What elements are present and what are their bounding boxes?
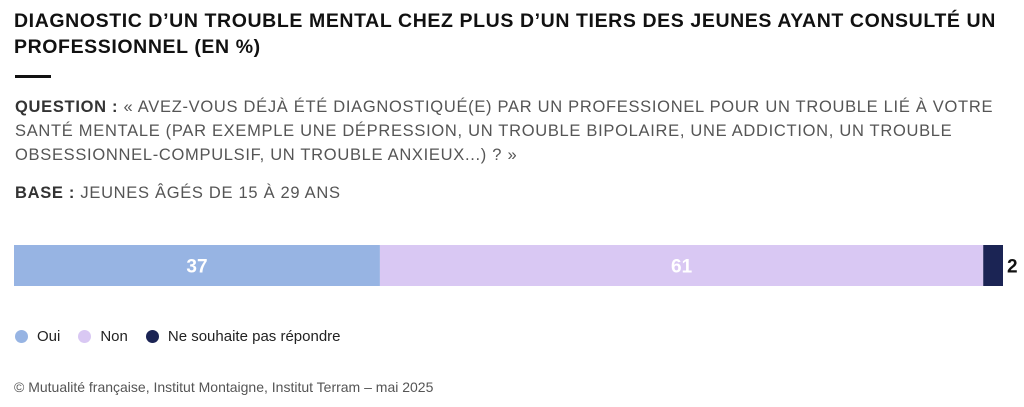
- chart-title: DIAGNOSTIC D’UN TROUBLE MENTAL CHEZ PLUS…: [14, 10, 996, 58]
- base-label: BASE :: [15, 184, 76, 202]
- bar-value-label-1: 37: [186, 257, 207, 278]
- question-body: « AVEZ-VOUS DÉJÀ ÉTÉ DIAGNOSTIQUÉ(E) PAR…: [15, 98, 994, 164]
- legend-label-1: Oui: [37, 328, 61, 345]
- bar-value-label-2: 61: [671, 257, 693, 278]
- bar-value-label-3: 2: [1007, 257, 1018, 278]
- legend: Oui Non Ne souhaite pas répondre: [15, 328, 341, 345]
- question-label: QUESTION :: [15, 98, 119, 116]
- base-body: JEUNES ÂGÉS DE 15 À 29 ANS: [75, 184, 341, 202]
- bar-segment-3: [983, 245, 1003, 286]
- base-text: BASE : JEUNES ÂGÉS DE 15 À 29 ANS: [15, 181, 915, 205]
- legend-swatch-1: [15, 330, 28, 343]
- source-credit: © Mutualité française, Institut Montaign…: [14, 379, 434, 395]
- bar-segment-1: [14, 245, 380, 286]
- stacked-bar-chart: 37 61 2: [14, 245, 1018, 286]
- legend-swatch-2: [78, 330, 92, 343]
- title-underline: [15, 75, 51, 78]
- legend-item-3: Ne souhaite pas répondre: [145, 328, 341, 345]
- bar-segment-2: [379, 245, 984, 286]
- legend-item-1: Oui: [15, 328, 60, 345]
- question-text: QUESTION : « AVEZ-VOUS DÉJÀ ÉTÉ DIAGNOST…: [15, 95, 1015, 167]
- legend-label-2: Non: [100, 328, 128, 345]
- legend-label-3: Ne souhaite pas répondre: [167, 328, 341, 345]
- legend-item-2: Non: [78, 328, 128, 345]
- legend-swatch-3: [145, 330, 159, 343]
